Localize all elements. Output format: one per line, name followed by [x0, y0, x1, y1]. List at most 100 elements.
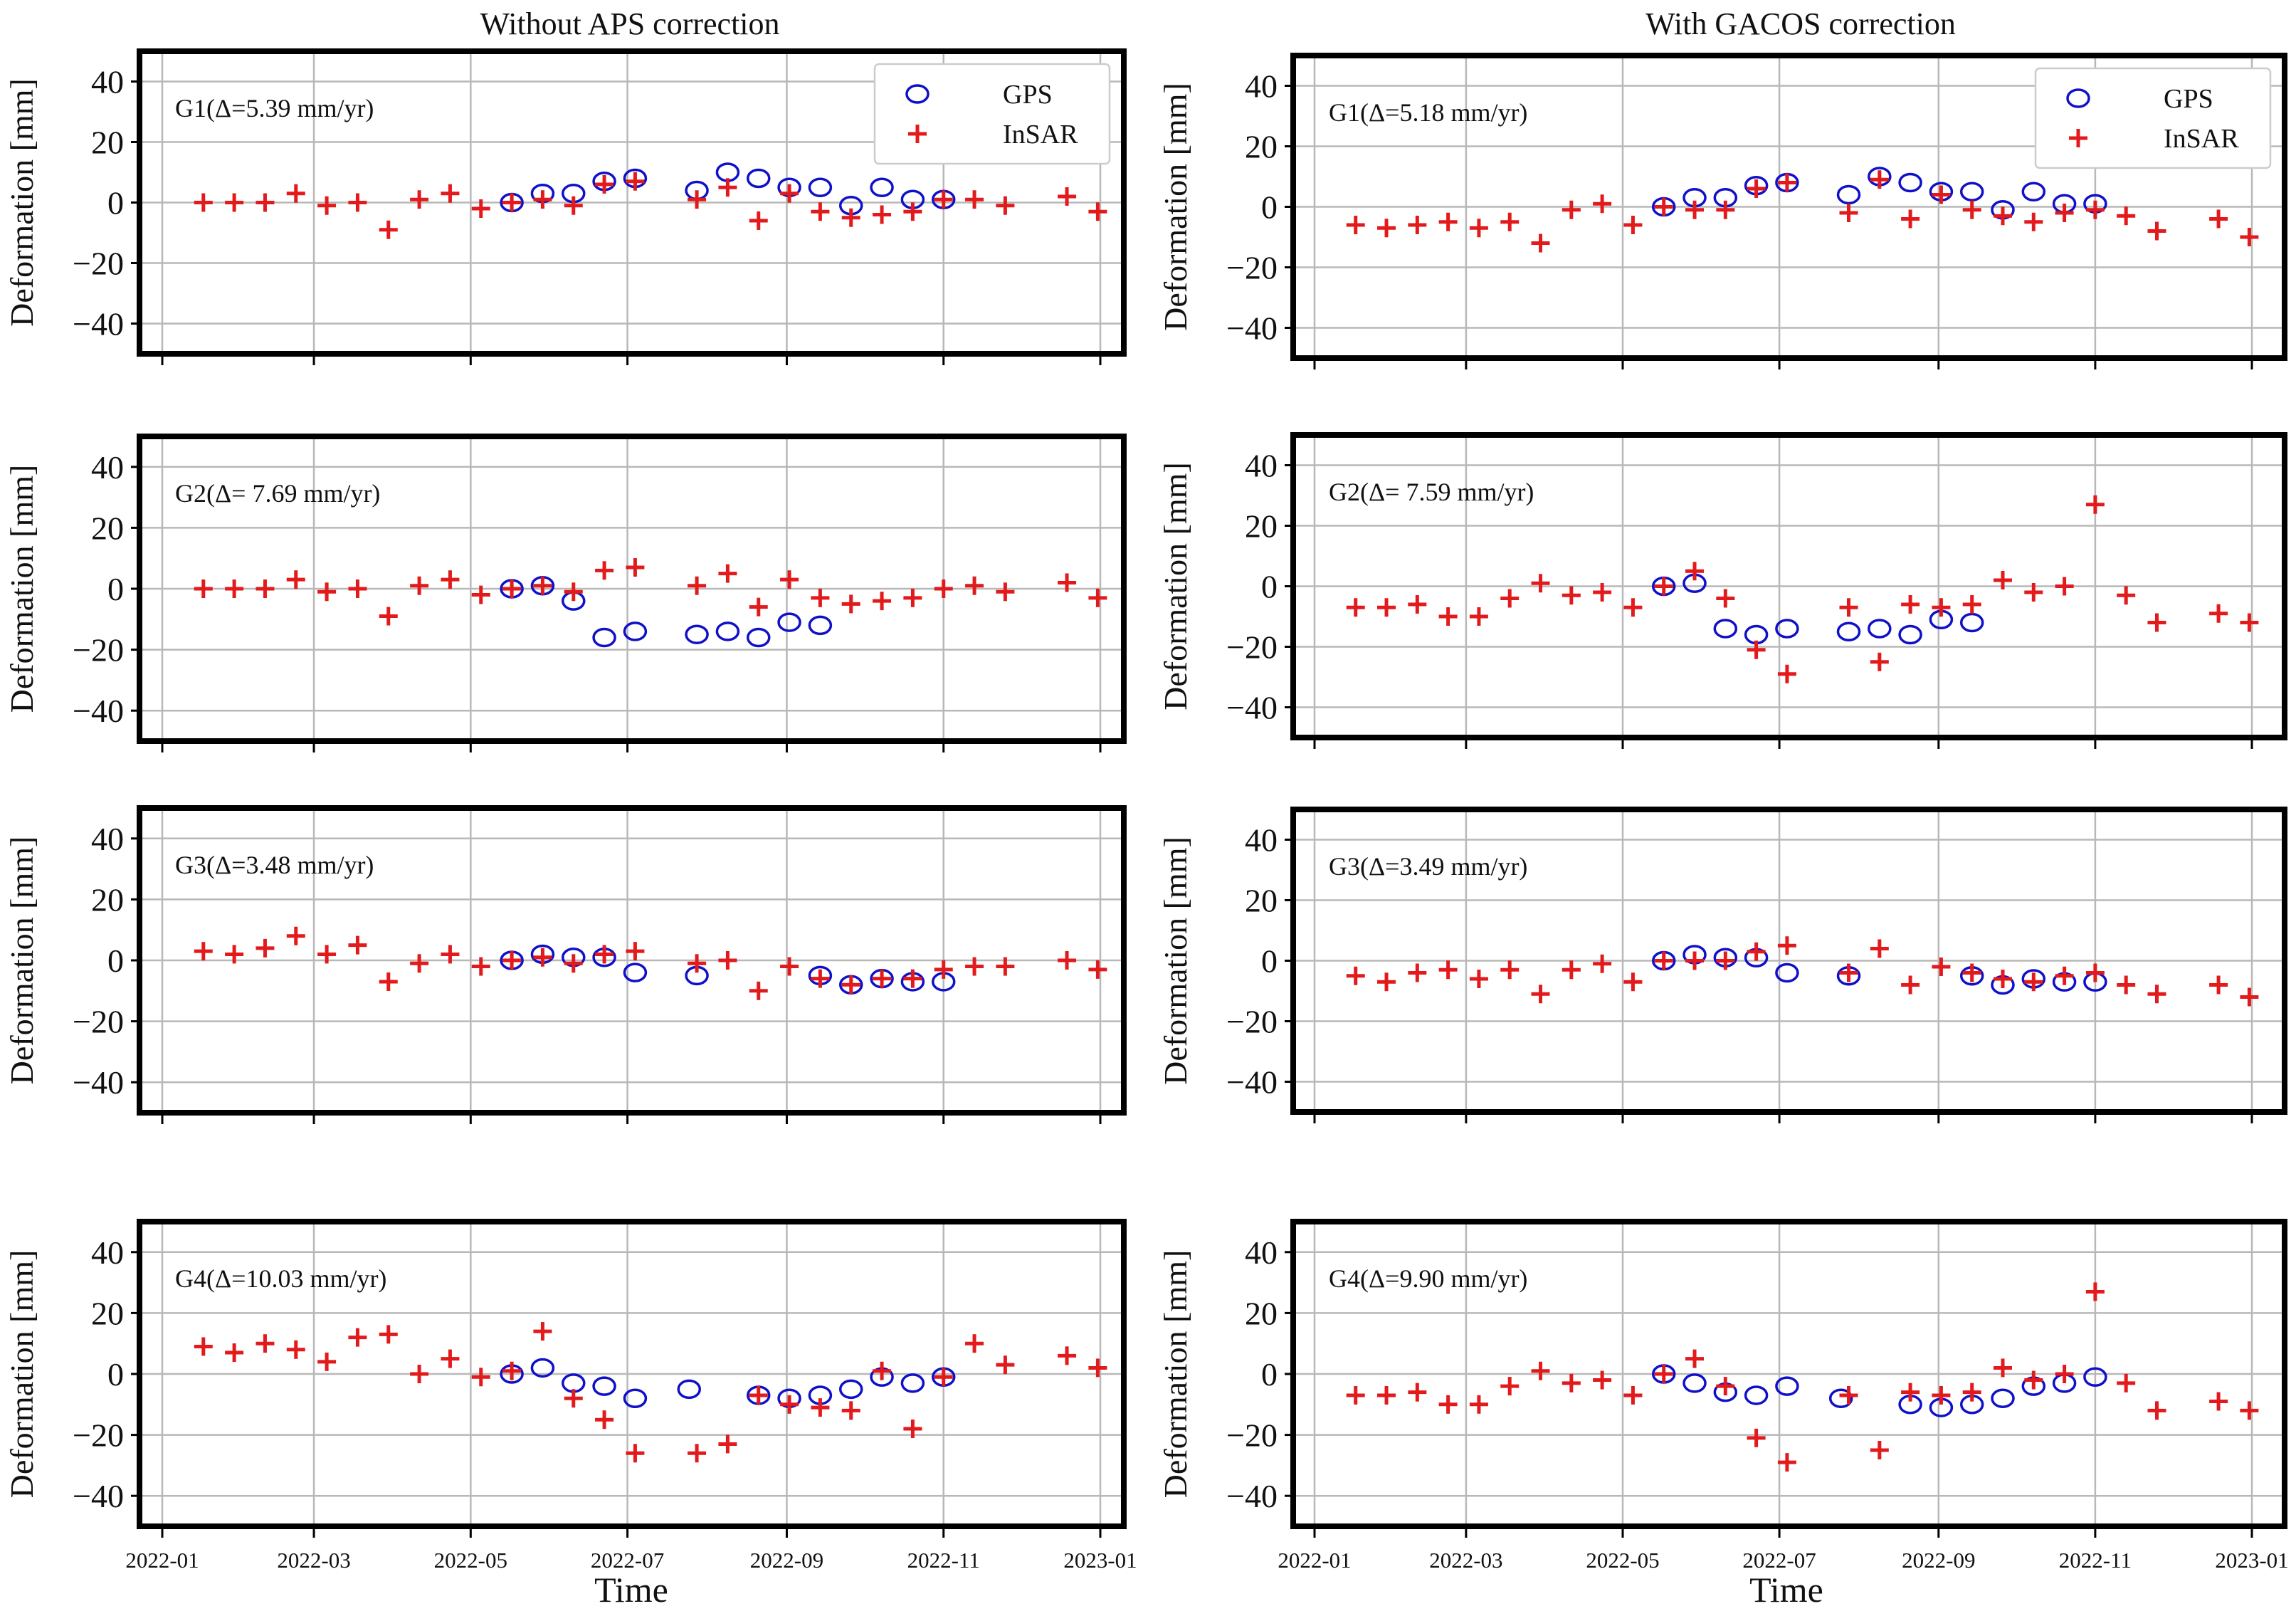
station-label-g2-raw: G2(Δ= 7.69 mm/yr): [175, 479, 380, 508]
insar-point: [873, 1361, 892, 1380]
gps-point: [1991, 1388, 2015, 1408]
insar-point: [317, 196, 337, 215]
gps-point: [2083, 1367, 2107, 1387]
x-tick-label: 2022-05: [434, 1548, 507, 1573]
column-title-without-aps: Without APS correction: [480, 6, 779, 41]
gps-point: [685, 624, 709, 644]
insar-point: [348, 193, 367, 212]
insar-point: [1839, 963, 1858, 982]
insar-point: [2240, 987, 2259, 1007]
panel-frame: [1290, 1219, 2287, 1529]
insar-point: [688, 954, 707, 973]
y-tick-label: −20: [73, 1417, 124, 1454]
insar-point: [379, 1325, 398, 1344]
station-label-g1-raw: G1(Δ=5.39 mm/yr): [175, 94, 374, 122]
insar-point: [811, 202, 830, 221]
gps-point: [900, 1373, 925, 1393]
y-tick-label: 0: [1261, 189, 1278, 226]
panel-g2-gacos: −40 −20 0 20 40 Deformation [mm] G2(Δ= 7.59 mm…: [1157, 432, 2287, 749]
station-label-g3-raw: G3(Δ=3.48 mm/yr): [175, 851, 374, 879]
insar-point: [595, 1410, 614, 1429]
y-tick-label: −40: [1226, 1478, 1278, 1514]
insar-point: [564, 196, 583, 215]
gps-point: [1775, 1376, 1799, 1396]
y-tick-label: 0: [107, 1356, 124, 1392]
panel-g3-gacos: −40 −20 0 20 40 Deformation [mm] G3(Δ=3.49 mm/…: [1157, 807, 2287, 1123]
insar-point: [1839, 204, 1858, 222]
insar-point: [1932, 1385, 1951, 1405]
insar-point: [1593, 954, 1612, 973]
x-tick-label: 2022-07: [591, 1548, 664, 1573]
insar-point: [1994, 571, 2013, 589]
panel-g2-raw: −40 −20 0 20 40 Deformation [mm] G2(Δ= 7.69 mm…: [4, 434, 1127, 752]
y-tick-label: −40: [73, 306, 124, 342]
insar-point: [1469, 1395, 1488, 1414]
insar-point: [996, 1355, 1015, 1375]
panel-frame: [1290, 432, 2287, 740]
y-tick-label: 20: [91, 510, 124, 546]
insar-point: [1562, 960, 1581, 980]
insar-point: [502, 579, 522, 598]
insar-point: [2209, 604, 2228, 623]
legend: GPS InSAR: [873, 63, 1111, 165]
insar-point: [1408, 216, 1427, 234]
insar-point: [441, 945, 460, 964]
gps-point: [1836, 621, 1861, 641]
insar-point: [996, 196, 1015, 215]
insar-point: [379, 972, 398, 991]
insar-point: [811, 1398, 830, 1417]
insar-point: [688, 190, 707, 209]
insar-point: [1088, 960, 1107, 979]
insar-point: [903, 588, 922, 607]
insar-point: [1623, 972, 1643, 992]
insar-point: [1654, 951, 1673, 970]
insar-point: [225, 945, 244, 964]
gps-point: [1828, 1388, 1853, 1408]
insar-point: [471, 585, 490, 604]
insar-point: [2055, 577, 2074, 596]
station-label-g4-raw: G4(Δ=10.03 mm/yr): [175, 1264, 386, 1293]
insar-point: [841, 594, 860, 614]
insar-point: [1438, 1395, 1458, 1414]
insar-point: [841, 975, 860, 995]
y-axis-title: Deformation [mm]: [4, 465, 40, 713]
insar-point: [1747, 179, 1766, 198]
gps-point: [1744, 1385, 1769, 1405]
insar-point: [1346, 216, 1365, 234]
insar-point: [934, 960, 953, 979]
legend-gps-label: GPS: [1003, 80, 1053, 110]
insar-point: [595, 175, 614, 194]
panel-g1-raw: −40 −20 0 20 40 Deformation [mm] G1(Δ=5.39 mm/…: [4, 48, 1127, 365]
insar-point: [811, 588, 830, 607]
x-tick-label: 2022-01: [1278, 1548, 1351, 1573]
y-tick-label: 20: [1245, 883, 1278, 919]
y-tick-label: −20: [1226, 1004, 1278, 1040]
y-tick-label: −20: [1226, 250, 1278, 286]
insar-point: [410, 954, 429, 973]
insar-point: [379, 607, 398, 626]
gps-point: [592, 1376, 616, 1396]
insar-point: [533, 1322, 552, 1341]
insar-point: [688, 1444, 707, 1463]
insar-point: [1870, 652, 1889, 671]
insar-point: [2024, 212, 2043, 231]
insar-point: [1058, 951, 1077, 970]
insar-point: [1438, 960, 1458, 980]
insar-point: [1438, 212, 1458, 231]
insar-point: [1593, 1370, 1612, 1390]
insar-point: [626, 1444, 645, 1463]
x-tick-label: 2022-11: [907, 1548, 980, 1573]
insar-point: [2085, 963, 2105, 982]
insar-point: [1685, 1349, 1705, 1368]
insar-point: [626, 942, 645, 961]
gps-point: [746, 168, 771, 189]
insar-point: [996, 957, 1015, 976]
y-tick-label: −20: [1226, 629, 1278, 666]
legend-insar-marker: [2069, 129, 2087, 147]
insar-point: [1870, 939, 1889, 958]
insar-point: [1777, 664, 1796, 683]
gps-point: [623, 962, 648, 982]
insar-point: [1562, 1373, 1581, 1392]
insar-point: [841, 1401, 860, 1420]
insar-point: [441, 1349, 460, 1368]
